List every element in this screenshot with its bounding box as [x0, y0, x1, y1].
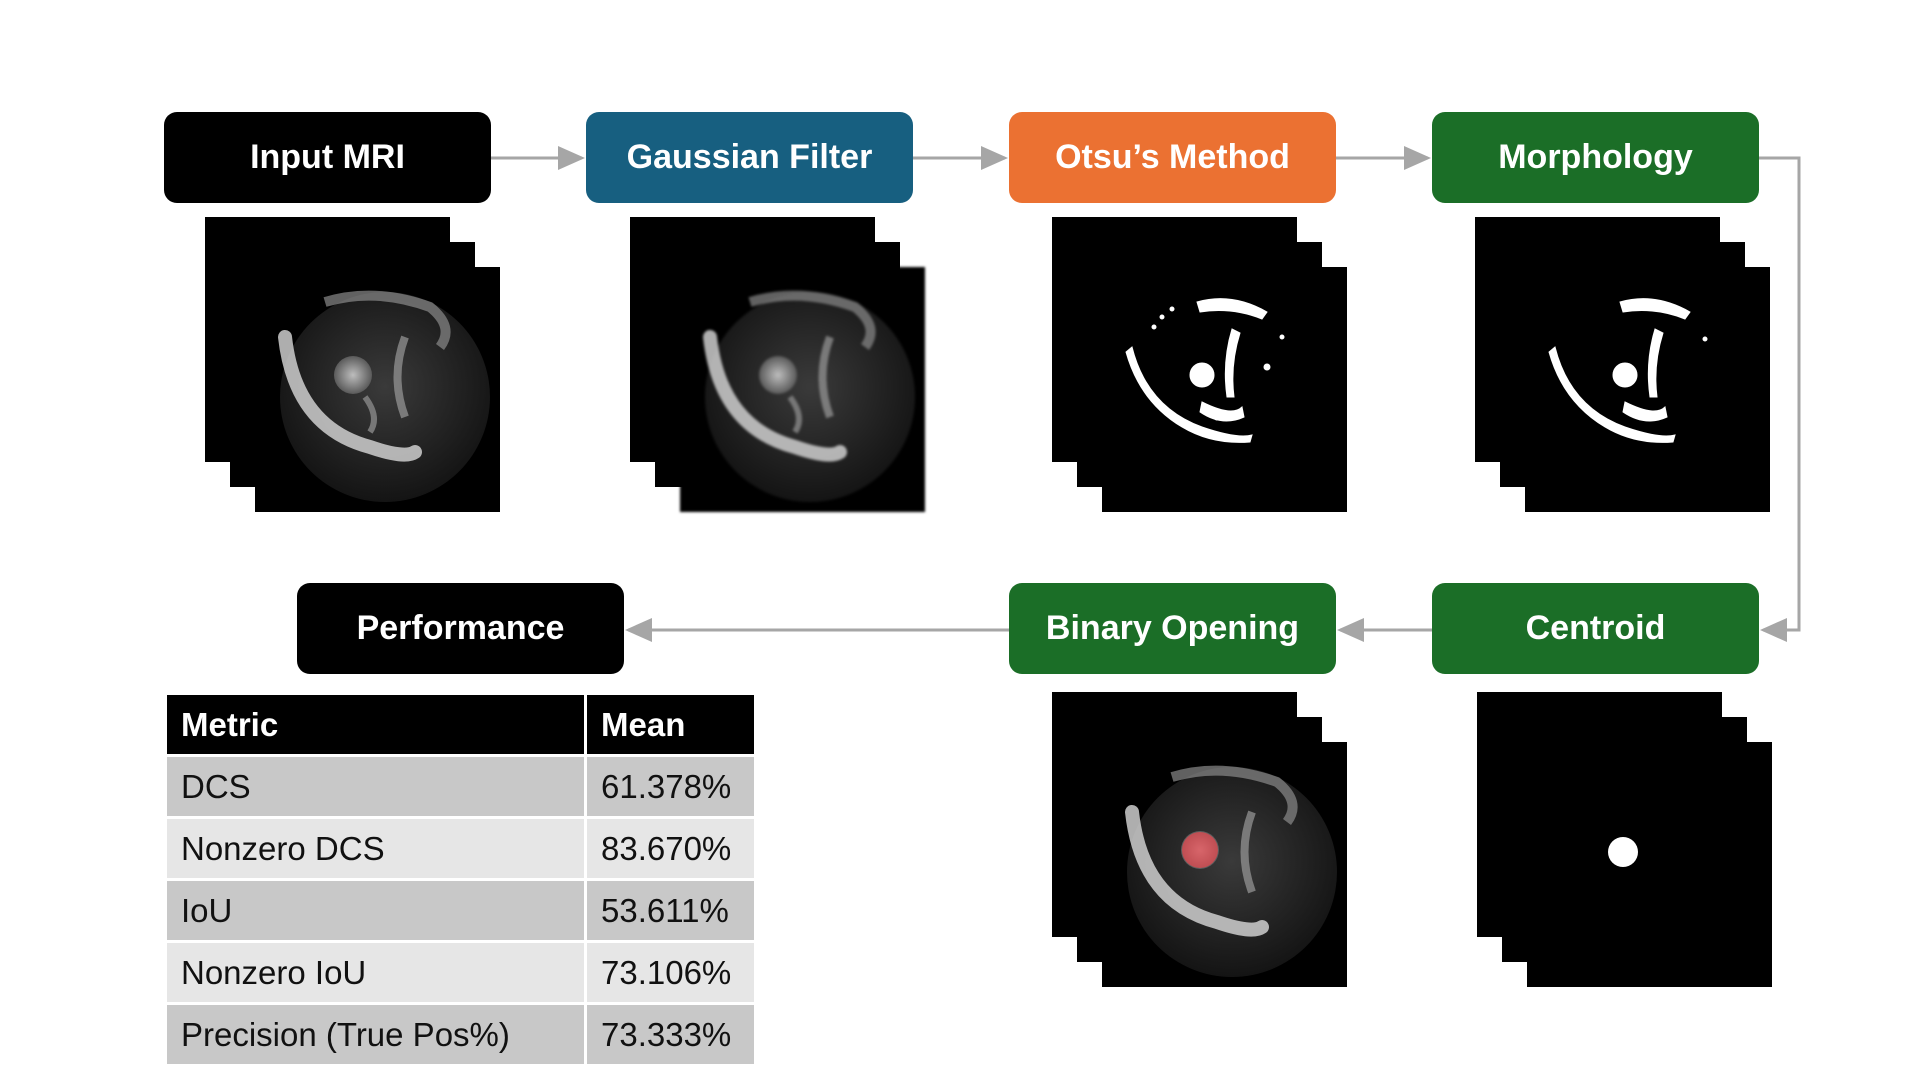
metric-value: 73.106% [584, 940, 757, 1005]
table-row: DCS 61.378% [164, 754, 757, 819]
step-centroid: Centroid [1432, 583, 1759, 674]
centroid-image-stack [1477, 692, 1772, 987]
morphology-image-stack [1475, 217, 1770, 512]
morphology-slice [1525, 267, 1770, 512]
step-morphology: Morphology [1432, 112, 1759, 203]
table-header-row: Metric Mean [164, 692, 757, 757]
step-binary-opening: Binary Opening [1009, 583, 1336, 674]
metric-name: Nonzero IoU [164, 940, 587, 1005]
column-header-metric: Metric [164, 692, 587, 757]
arrow-morphology-to-centroid [1759, 156, 1801, 642]
step-gaussian-filter: Gaussian Filter [586, 112, 913, 203]
otsu-threshold-image-stack [1052, 217, 1347, 512]
step-gaussian-filter-label: Gaussian Filter [626, 138, 873, 176]
segmentation-overlay [1182, 832, 1218, 868]
mri-slice [255, 267, 500, 512]
filtered-slice [680, 267, 925, 512]
step-centroid-label: Centroid [1525, 609, 1666, 647]
table-row: Precision (True Pos%) 73.333% [164, 1002, 757, 1067]
step-performance: Performance [297, 583, 624, 674]
step-performance-label: Performance [356, 609, 565, 647]
step-otsu-method: Otsu’s Method [1009, 112, 1336, 203]
metric-name: Precision (True Pos%) [164, 1002, 587, 1067]
overlay-slice [1102, 742, 1347, 987]
threshold-slice [1102, 267, 1347, 512]
column-header-mean: Mean [584, 692, 757, 757]
metric-name: Nonzero DCS [164, 816, 587, 881]
binary-opening-overlay-stack [1052, 692, 1347, 987]
step-otsu-method-label: Otsu’s Method [1055, 138, 1290, 176]
gaussian-filtered-image-stack [630, 217, 925, 512]
table-row: Nonzero IoU 73.106% [164, 940, 757, 1005]
centroid-blob [1608, 837, 1638, 867]
step-input-mri: Input MRI [164, 112, 491, 203]
centroid-slice [1527, 742, 1772, 987]
metric-value: 61.378% [584, 754, 757, 819]
table-row: Nonzero DCS 83.670% [164, 816, 757, 881]
metric-value: 73.333% [584, 1002, 757, 1067]
step-input-mri-label: Input MRI [250, 138, 405, 176]
metric-name: DCS [164, 754, 587, 819]
metric-name: IoU [164, 878, 587, 943]
input-mri-image-stack [205, 217, 500, 512]
table-row: IoU 53.611% [164, 878, 757, 943]
metric-value: 83.670% [584, 816, 757, 881]
metric-value: 53.611% [584, 878, 757, 943]
step-binary-opening-label: Binary Opening [1045, 609, 1300, 647]
step-morphology-label: Morphology [1498, 138, 1693, 176]
performance-table: Metric Mean DCS 61.378% Nonzero DCS 83.6… [164, 692, 757, 1067]
